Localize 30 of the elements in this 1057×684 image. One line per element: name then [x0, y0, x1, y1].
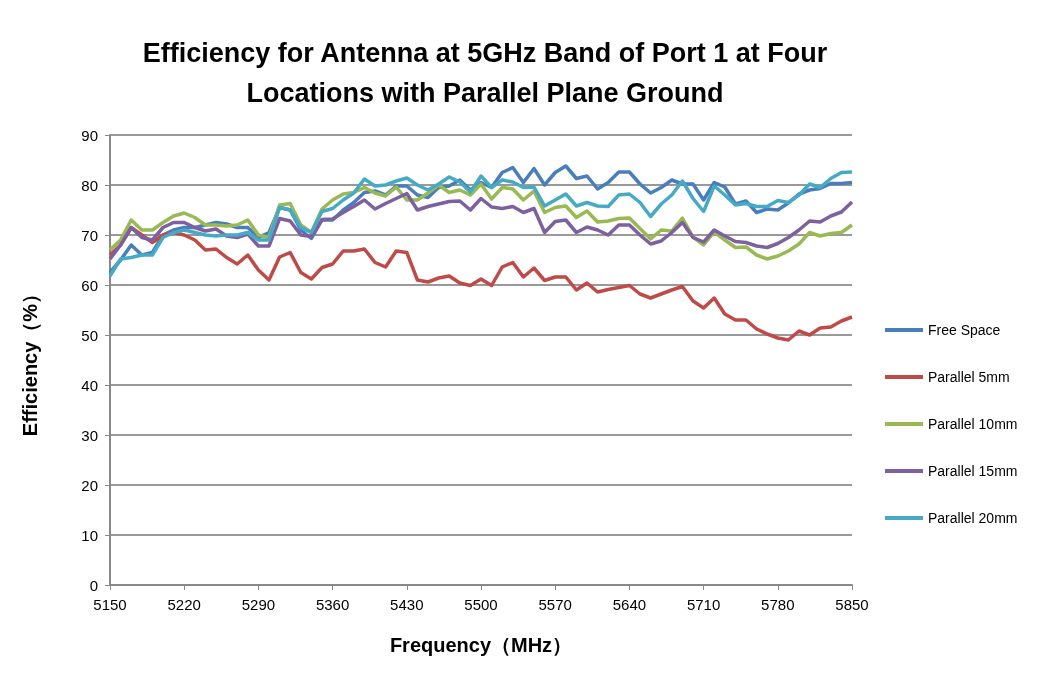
- y-tick-label: 30: [81, 426, 98, 444]
- y-axis-title: Efficiency（%）: [19, 283, 41, 437]
- x-axis-title: Frequency（MHz）: [389, 634, 573, 656]
- y-tick-label: 10: [81, 526, 98, 544]
- legend-label: Free Space: [928, 322, 1001, 338]
- legend-label: Parallel 15mm: [928, 463, 1018, 479]
- y-tick-label: 60: [81, 276, 98, 294]
- y-tick-label: 50: [81, 326, 98, 344]
- legend-label: Parallel 10mm: [928, 416, 1018, 432]
- legend-label: Parallel 20mm: [928, 510, 1018, 526]
- y-tick-label: 90: [81, 126, 98, 144]
- x-tick-label: 5570: [538, 596, 572, 613]
- x-tick-label: 5640: [612, 596, 647, 613]
- x-tick-label: 5430: [390, 596, 424, 613]
- chart-title: Efficiency for Antenna at 5GHz Band of Port 1 at Four Locations with Parallel Plane Ground: [142, 38, 828, 108]
- x-tick-label: 5710: [686, 596, 721, 613]
- x-tick-label: 5360: [315, 596, 350, 613]
- y-tick-label: 0: [89, 576, 98, 594]
- y-tick-label: 20: [81, 476, 98, 494]
- x-tick-label: 5290: [241, 596, 276, 613]
- y-tick-label: 70: [81, 226, 98, 244]
- x-tick-label: 5150: [93, 596, 127, 613]
- x-tick-label: 5850: [835, 596, 869, 613]
- x-tick-label: 5780: [761, 596, 795, 613]
- x-tick-label: 5500: [464, 596, 498, 613]
- legend-label: Parallel 5mm: [928, 369, 1010, 385]
- line-series: [108, 225, 854, 342]
- y-tick-label: 40: [81, 376, 98, 394]
- x-tick-label: 5220: [167, 596, 201, 613]
- y-tick-label: 80: [81, 176, 98, 194]
